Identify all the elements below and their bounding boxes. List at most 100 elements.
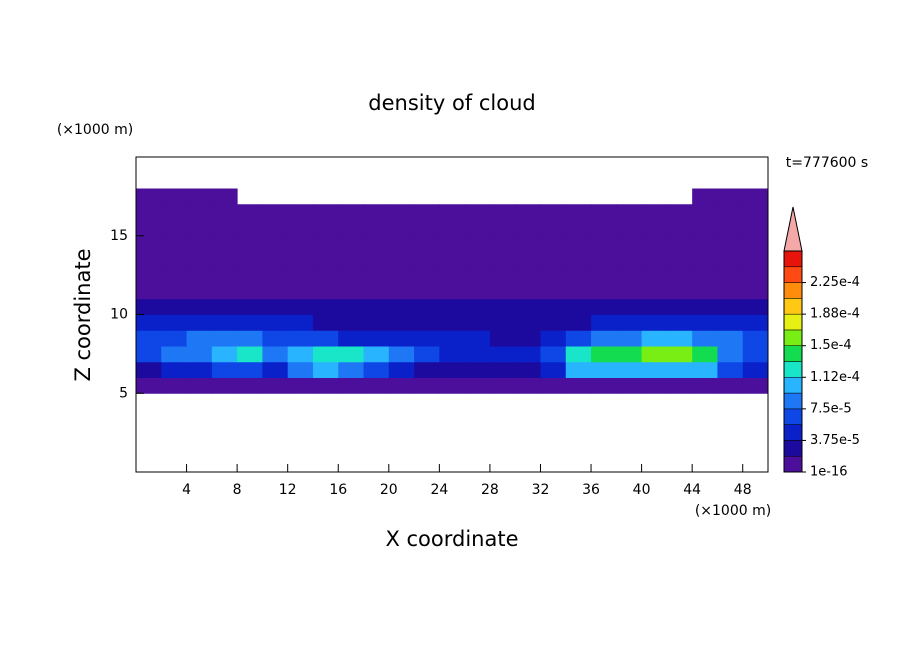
contour-cell bbox=[388, 283, 415, 300]
contour-cell bbox=[616, 314, 643, 331]
contour-cell bbox=[186, 220, 213, 237]
contour-cell bbox=[540, 235, 567, 252]
contour-cell bbox=[136, 267, 162, 284]
contour-cell bbox=[161, 220, 188, 237]
contour-cell bbox=[515, 235, 541, 252]
contour-cell bbox=[565, 361, 592, 378]
contour-cell bbox=[692, 377, 718, 394]
contour-cell bbox=[262, 361, 289, 378]
contour-cell bbox=[312, 235, 339, 252]
contour-cell bbox=[464, 330, 491, 347]
contour-cell bbox=[692, 188, 718, 205]
contour-cell bbox=[363, 298, 390, 315]
contour-cell bbox=[742, 267, 769, 284]
contour-cell bbox=[287, 330, 314, 347]
contour-cell bbox=[515, 330, 541, 347]
contour-cell bbox=[692, 314, 718, 331]
contour-cell bbox=[136, 235, 162, 252]
contour-cell bbox=[742, 235, 769, 252]
contour-cell bbox=[641, 283, 668, 300]
contour-cell bbox=[565, 314, 592, 331]
contour-cell bbox=[641, 204, 668, 221]
contour-cell bbox=[742, 298, 769, 315]
contour-cell bbox=[666, 377, 693, 394]
contour-cell bbox=[262, 220, 289, 237]
contour-cell bbox=[565, 267, 592, 284]
contour-cell bbox=[262, 330, 289, 347]
contour-cell bbox=[692, 235, 718, 252]
contour-cell bbox=[338, 235, 365, 252]
contour-cell bbox=[540, 204, 567, 221]
colorbar-band bbox=[783, 250, 803, 268]
contour-cell bbox=[388, 220, 415, 237]
contour-cell bbox=[565, 283, 592, 300]
x-tick-label: 12 bbox=[279, 482, 297, 498]
contour-cell bbox=[717, 298, 744, 315]
contour-cell bbox=[666, 361, 693, 378]
contour-cell bbox=[211, 220, 238, 237]
contour-cell bbox=[136, 188, 162, 205]
contour-cell bbox=[136, 314, 162, 331]
contour-cell bbox=[312, 204, 339, 221]
contour-cell bbox=[211, 188, 238, 205]
contour-cell bbox=[591, 314, 617, 331]
contour-cell bbox=[666, 298, 693, 315]
contour-cell bbox=[439, 235, 466, 252]
contour-cell bbox=[287, 235, 314, 252]
contour-cell bbox=[388, 346, 415, 363]
contour-cell bbox=[414, 361, 440, 378]
contour-cell bbox=[666, 251, 693, 268]
contour-cell bbox=[540, 283, 567, 300]
contour-cell bbox=[388, 314, 415, 331]
contour-cell bbox=[641, 361, 668, 378]
contour-cell bbox=[717, 267, 744, 284]
y-tick-label: 15 bbox=[110, 228, 128, 244]
contour-cell bbox=[464, 361, 491, 378]
contour-cell bbox=[237, 377, 263, 394]
contour-cell bbox=[136, 204, 162, 221]
contour-cell bbox=[312, 283, 339, 300]
contour-cell bbox=[666, 314, 693, 331]
chart-title: density of cloud bbox=[368, 91, 535, 115]
contour-cell bbox=[742, 314, 769, 331]
contour-cell bbox=[565, 251, 592, 268]
time-label: t=777600 s bbox=[786, 155, 868, 171]
colorbar-band bbox=[783, 392, 803, 410]
contour-cell bbox=[338, 330, 365, 347]
contour-cell bbox=[237, 330, 263, 347]
contour-cell bbox=[616, 377, 643, 394]
contour-cell bbox=[515, 220, 541, 237]
contour-cell bbox=[186, 235, 213, 252]
contour-cell bbox=[464, 235, 491, 252]
contour-cell bbox=[616, 251, 643, 268]
contour-cell bbox=[186, 330, 213, 347]
contour-cell bbox=[287, 204, 314, 221]
contour-cell bbox=[262, 204, 289, 221]
colorbar-band bbox=[783, 282, 803, 299]
contour-cell bbox=[515, 314, 541, 331]
colorbar-extend bbox=[783, 206, 803, 252]
contour-cell bbox=[186, 188, 213, 205]
contour-cell bbox=[388, 235, 415, 252]
y-unit: (×1000 m) bbox=[57, 122, 133, 138]
contour-cell bbox=[136, 220, 162, 237]
contour-cell bbox=[515, 361, 541, 378]
contour-cell bbox=[717, 251, 744, 268]
contour-cell bbox=[262, 251, 289, 268]
contour-cell bbox=[742, 377, 769, 394]
contour-cell bbox=[388, 330, 415, 347]
contour-cell bbox=[515, 346, 541, 363]
contour-cell bbox=[237, 346, 263, 363]
contour-cell bbox=[363, 283, 390, 300]
contour-cell bbox=[312, 298, 339, 315]
contour-cell bbox=[262, 267, 289, 284]
contour-cell bbox=[540, 377, 567, 394]
contour-cell bbox=[414, 204, 440, 221]
contour-cell bbox=[287, 377, 314, 394]
contour-cell bbox=[666, 346, 693, 363]
contour-cell bbox=[591, 330, 617, 347]
contour-cell bbox=[742, 346, 769, 363]
contour-cell bbox=[237, 251, 263, 268]
x-unit: (×1000 m) bbox=[695, 503, 771, 519]
contour-cell bbox=[540, 330, 567, 347]
